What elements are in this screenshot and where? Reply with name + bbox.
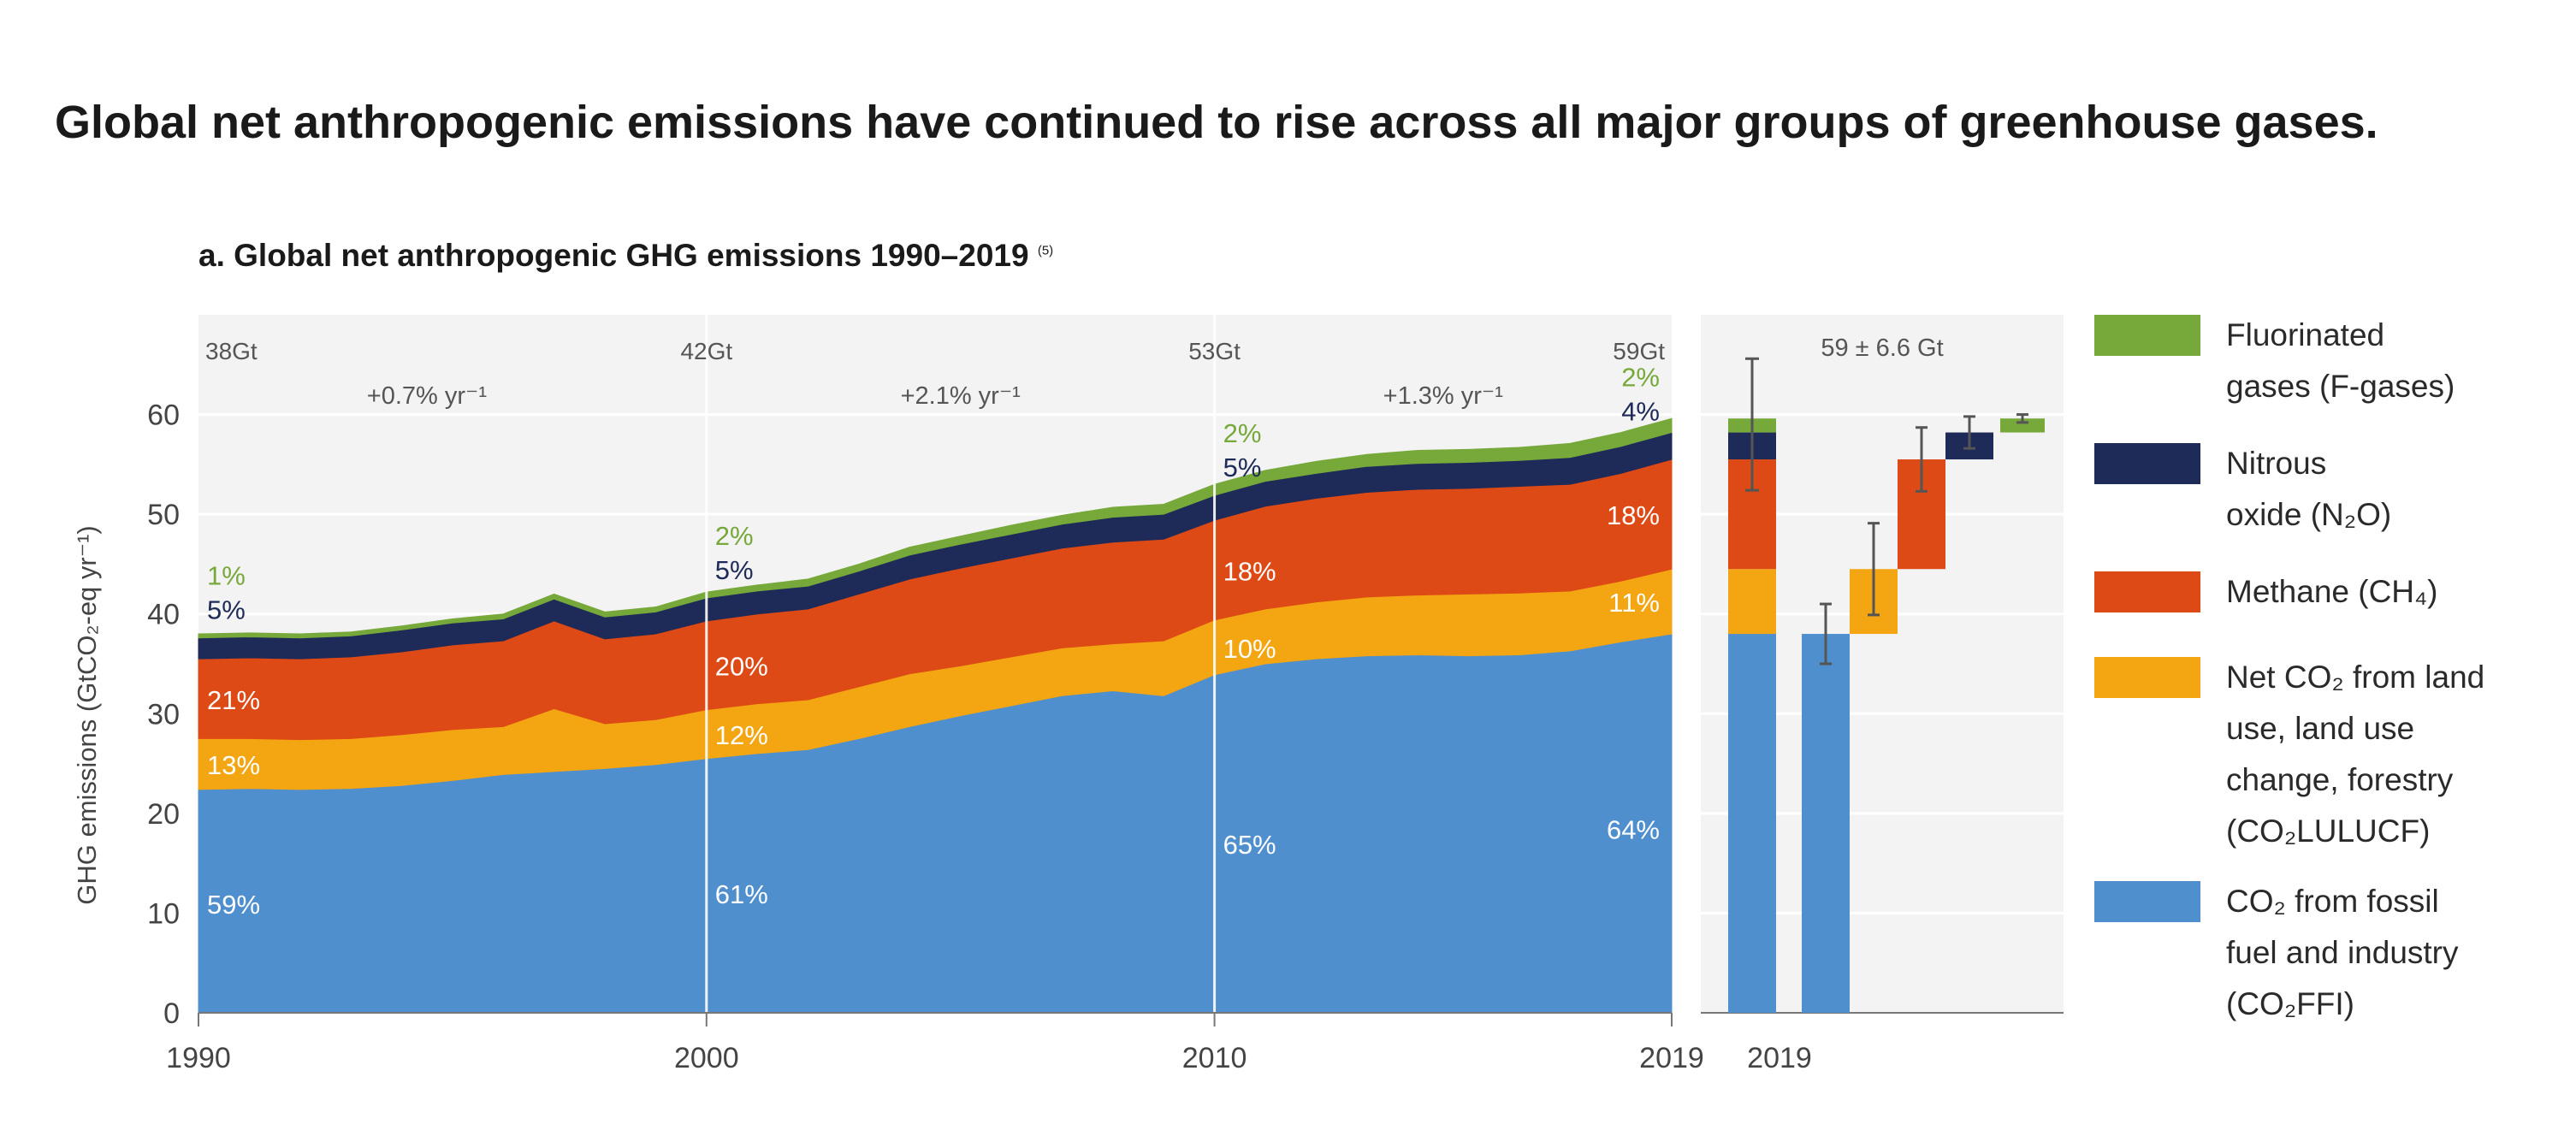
legend-item-fgas: Fluorinated gases (F-gases) [2094,310,2455,412]
waterfall-bar-fgas [2000,418,2045,433]
legend-label-fgas: Fluorinated gases (F-gases) [2226,317,2455,404]
stacked-bar-co2ffi [1728,634,1776,1013]
panel-title: a. Global net anthropogenic GHG emission… [198,238,1053,274]
headline: Global net anthropogenic emissions have … [55,97,2378,148]
share-label-ch4-1990: 21% [207,685,260,715]
y-tick-label-0: 0 [163,997,180,1030]
share-label-ch4-2000: 20% [715,652,768,682]
legend-label-co2ffi: CO₂ from fossil fuel and industry (CO₂FF… [2226,884,2459,1021]
x-tick-label-2019: 2019 [1639,1042,1704,1074]
share-label-co2lulucf-2019: 11% [1608,588,1660,618]
share-label-co2lulucf-2010: 10% [1223,634,1276,664]
panel-title-text: a. Global net anthropogenic GHG emission… [198,238,1029,273]
main-annotations: 38Gt 42Gt 53Gt 59Gt +0.7% yr⁻¹ +2.1% yr⁻¹ +1.3… [205,338,1665,920]
total-label-2000: 42Gt [680,338,732,364]
legend-label-ch4: Methane (CH₄) [2226,574,2438,609]
y-tick-label-20: 20 [147,798,180,831]
share-label-co2lulucf-2000: 12% [715,720,768,750]
total-label-2010: 53Gt [1188,338,1241,364]
stacked-bar-co2lulucf [1728,569,1776,635]
legend-item-n2o: Nitrous oxide (N₂O) [2094,438,2391,541]
share-label-co2ffi-2010: 65% [1223,830,1276,860]
total-label-1990: 38Gt [205,338,258,364]
y-tick-label-50: 50 [147,499,180,531]
legend-item-co2lulucf: Net CO₂ from land use, land use change, … [2094,652,2484,857]
share-label-fgas-2000: 2% [715,521,754,551]
share-label-fgas-2019: 2% [1621,363,1660,393]
growth-label-1990-2000: +0.7% yr⁻¹ [367,382,488,410]
side-annotations: 59 ± 6.6 Gt 2019 [1747,334,1943,1074]
share-label-fgas-2010: 2% [1223,418,1262,448]
side-bars [1728,357,2045,1013]
y-tick-label-60: 60 [147,399,180,432]
legend-swatch-fgas [2094,315,2200,356]
share-label-co2ffi-2019: 64% [1607,814,1660,844]
legend-swatch-ch4 [2094,571,2200,612]
share-label-ch4-2019: 18% [1607,500,1660,530]
legend-item-co2ffi: CO₂ from fossil fuel and industry (CO₂FF… [2094,876,2459,1030]
total-label-2019: 59Gt [1613,338,1665,364]
waterfall-bar-co2ffi [1802,634,1850,1013]
legend-swatch-co2ffi [2094,881,2200,922]
share-label-n2o-2019: 4% [1621,397,1660,427]
legend-swatch-n2o [2094,443,2200,484]
panel-title-note: (5) [1037,243,1054,258]
y-tick-label-30: 30 [147,698,180,731]
x-tick-label-2000: 2000 [674,1042,739,1074]
legend-swatch-co2lulucf [2094,657,2200,698]
x-tick-label-2010: 2010 [1182,1042,1247,1074]
share-label-ch4-2010: 18% [1223,556,1276,586]
x-tick-label-1990: 1990 [166,1042,231,1074]
share-label-n2o-2010: 5% [1223,453,1262,482]
share-label-n2o-1990: 5% [207,595,246,625]
share-label-fgas-1990: 1% [207,561,246,591]
share-label-co2ffi-2000: 61% [715,879,768,909]
share-label-co2ffi-1990: 59% [207,890,260,920]
y-tick-label-10: 10 [147,897,180,930]
y-axis-label: GHG emissions (GtCO₂-eq yr⁻¹) [72,525,102,905]
legend-item-ch4: Methane (CH₄) [2094,566,2437,618]
growth-label-2000-2010: +2.1% yr⁻¹ [901,382,1022,410]
share-label-co2lulucf-1990: 13% [207,750,260,780]
legend-label-co2lulucf: Net CO₂ from land use, land use change, … [2226,660,2485,849]
main-axes: 0 10 20 30 40 50 60 1990 2000 2010 2019 GHG emissio… [72,399,1704,1074]
decade-markers [705,315,1217,1013]
side-x-label: 2019 [1747,1042,1812,1074]
legend-label-n2o: Nitrous oxide (N₂O) [2226,446,2392,532]
side-title: 59 ± 6.6 Gt [1821,334,1943,362]
main-stacked-areas [198,417,1673,1014]
growth-label-2010-2019: +1.3% yr⁻¹ [1383,382,1504,410]
share-label-n2o-2000: 5% [715,555,754,585]
y-tick-label-40: 40 [147,599,180,631]
